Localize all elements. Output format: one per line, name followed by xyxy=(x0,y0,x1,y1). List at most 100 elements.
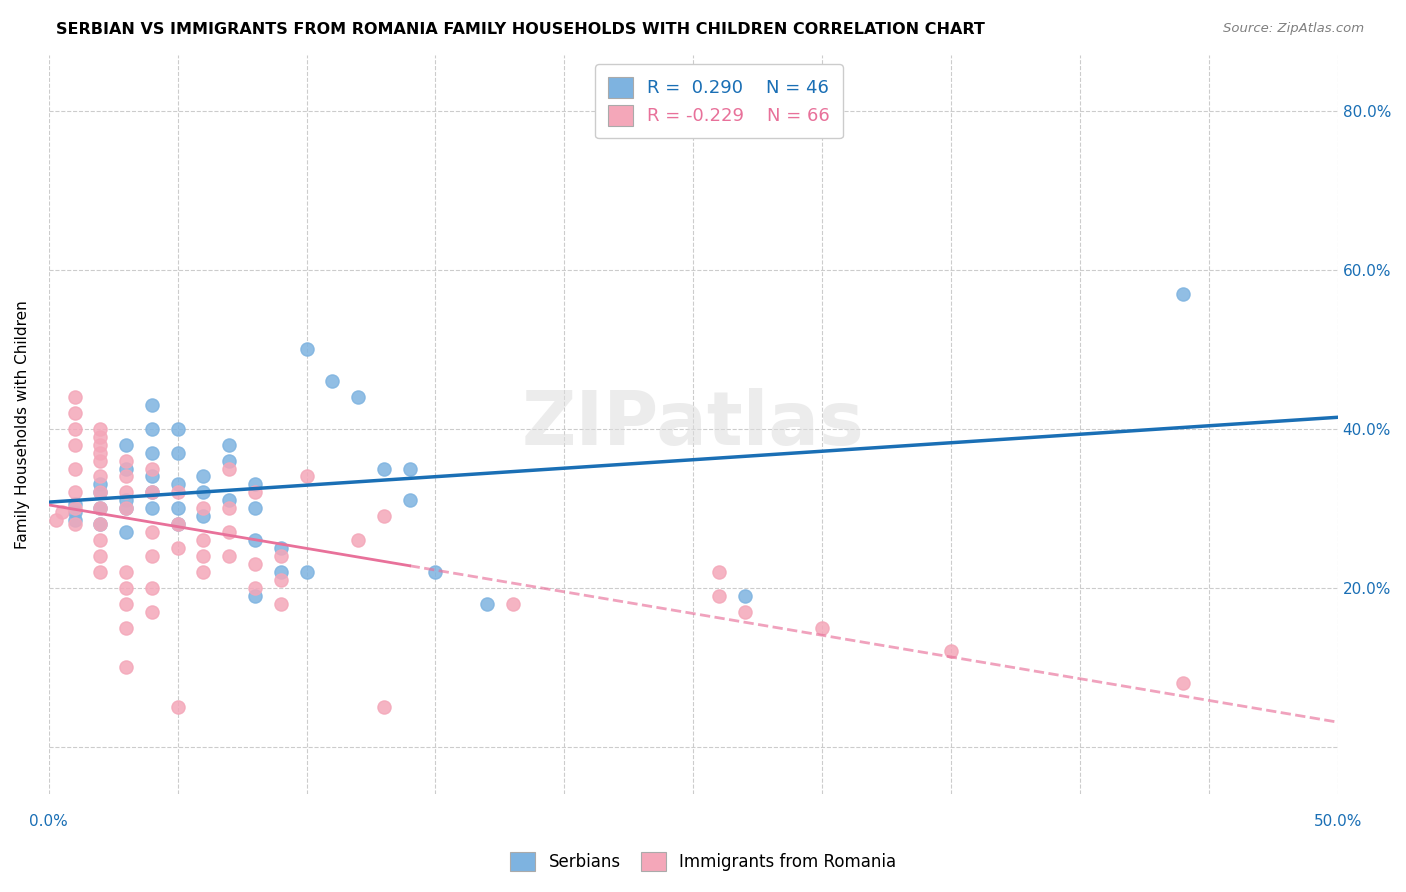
Point xyxy=(141,469,163,483)
Text: SERBIAN VS IMMIGRANTS FROM ROMANIA FAMILY HOUSEHOLDS WITH CHILDREN CORRELATION C: SERBIAN VS IMMIGRANTS FROM ROMANIA FAMIL… xyxy=(56,22,986,37)
Point xyxy=(193,549,215,563)
Point xyxy=(115,438,138,452)
Point xyxy=(166,517,188,532)
Point xyxy=(89,533,111,547)
Point xyxy=(218,438,240,452)
Point xyxy=(295,343,318,357)
Point xyxy=(115,469,138,483)
Point xyxy=(166,485,188,500)
Point xyxy=(141,445,163,459)
Point xyxy=(193,533,215,547)
Point xyxy=(373,700,395,714)
Point xyxy=(89,517,111,532)
Point xyxy=(115,565,138,579)
Point xyxy=(347,390,370,404)
Point xyxy=(398,461,420,475)
Point xyxy=(270,573,292,587)
Point xyxy=(115,660,138,674)
Point xyxy=(707,589,730,603)
Point xyxy=(218,453,240,467)
Point xyxy=(141,549,163,563)
Text: ZIPatlas: ZIPatlas xyxy=(522,388,865,461)
Point xyxy=(1171,676,1194,690)
Point xyxy=(218,501,240,516)
Point xyxy=(115,453,138,467)
Point xyxy=(939,644,962,658)
Point xyxy=(734,589,756,603)
Point xyxy=(193,565,215,579)
Text: 0.0%: 0.0% xyxy=(30,814,67,830)
Point xyxy=(141,605,163,619)
Point xyxy=(89,453,111,467)
Point xyxy=(63,485,86,500)
Point xyxy=(89,549,111,563)
Text: Source: ZipAtlas.com: Source: ZipAtlas.com xyxy=(1223,22,1364,36)
Point xyxy=(63,497,86,511)
Point xyxy=(115,525,138,540)
Point xyxy=(166,517,188,532)
Point xyxy=(45,513,67,527)
Point xyxy=(347,533,370,547)
Point xyxy=(707,565,730,579)
Point xyxy=(502,597,524,611)
Point xyxy=(141,461,163,475)
Point xyxy=(373,461,395,475)
Point xyxy=(166,501,188,516)
Point xyxy=(243,485,266,500)
Point xyxy=(63,513,86,527)
Point xyxy=(141,398,163,412)
Point xyxy=(295,469,318,483)
Point xyxy=(166,700,188,714)
Point xyxy=(243,477,266,491)
Point xyxy=(89,501,111,516)
Y-axis label: Family Households with Children: Family Households with Children xyxy=(15,301,30,549)
Point xyxy=(218,525,240,540)
Point xyxy=(373,509,395,524)
Point xyxy=(51,505,73,519)
Point xyxy=(115,493,138,508)
Point xyxy=(270,597,292,611)
Point xyxy=(63,406,86,420)
Point xyxy=(141,525,163,540)
Point xyxy=(811,621,834,635)
Point xyxy=(193,469,215,483)
Point xyxy=(218,461,240,475)
Point xyxy=(63,505,86,519)
Point xyxy=(425,565,447,579)
Point xyxy=(89,477,111,491)
Point xyxy=(398,493,420,508)
Point xyxy=(63,461,86,475)
Point xyxy=(115,581,138,595)
Legend: R =  0.290    N = 46, R = -0.229    N = 66: R = 0.290 N = 46, R = -0.229 N = 66 xyxy=(595,64,842,138)
Point xyxy=(270,541,292,555)
Point xyxy=(166,445,188,459)
Point xyxy=(89,485,111,500)
Point xyxy=(218,549,240,563)
Point xyxy=(63,422,86,436)
Point xyxy=(193,485,215,500)
Text: 50.0%: 50.0% xyxy=(1313,814,1362,830)
Point xyxy=(115,621,138,635)
Point xyxy=(89,565,111,579)
Point xyxy=(115,501,138,516)
Legend: Serbians, Immigrants from Romania: Serbians, Immigrants from Romania xyxy=(502,843,904,880)
Point xyxy=(1171,286,1194,301)
Point xyxy=(63,501,86,516)
Point xyxy=(193,509,215,524)
Point xyxy=(115,461,138,475)
Point xyxy=(218,493,240,508)
Point xyxy=(141,485,163,500)
Point xyxy=(89,501,111,516)
Point xyxy=(89,469,111,483)
Point xyxy=(63,438,86,452)
Point xyxy=(243,581,266,595)
Point xyxy=(243,501,266,516)
Point xyxy=(89,422,111,436)
Point xyxy=(243,533,266,547)
Point xyxy=(141,485,163,500)
Point xyxy=(89,517,111,532)
Point xyxy=(295,565,318,579)
Point xyxy=(141,422,163,436)
Point xyxy=(63,390,86,404)
Point xyxy=(270,565,292,579)
